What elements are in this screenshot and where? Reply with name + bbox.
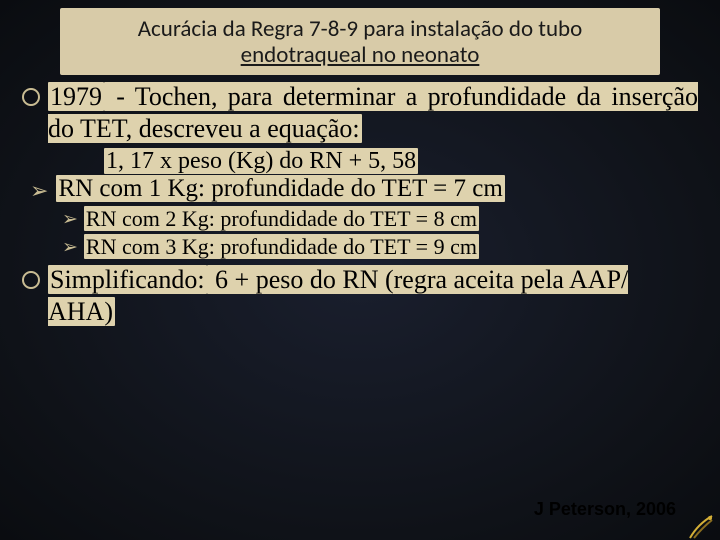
bullet-2-text: Simplificando: 6 + peso do RN (regra ace… — [48, 264, 698, 329]
slide-title: Acurácia da Regra 7-8-9 para instalação … — [80, 16, 640, 69]
equation-value: 1, 17 x peso (Kg) do RN + 5, 58 — [104, 148, 418, 174]
sub1-value: RN com 1 Kg: profundidade do TET = 7 cm — [56, 175, 504, 202]
bullet-1-row: 1979 - Tochen, para determinar a profund… — [22, 81, 698, 146]
corner-decoration-icon — [688, 514, 714, 540]
bullet-1-rest: - Tochen, para determinar a profundidade… — [48, 82, 698, 144]
equation-text: 1, 17 x peso (Kg) do RN + 5, 58 — [104, 148, 698, 175]
ring-bullet-icon — [22, 271, 40, 289]
bullet-2-lead: Simplificando: — [48, 265, 207, 294]
sub2b-value: RN com 3 Kg: profundidade do TET = 9 cm — [84, 234, 479, 259]
title-line1: Acurácia da Regra 7-8-9 para instalação … — [138, 15, 583, 43]
arrow-icon: ➢ — [62, 208, 78, 231]
sub-bullet-1: ➢ RN com 1 Kg: profundidade do TET = 7 c… — [30, 175, 698, 204]
sub-bullet-2a: ➢ RN com 2 Kg: profundidade do TET = 8 c… — [62, 206, 698, 232]
citation-text: J Peterson, 2006 — [534, 499, 676, 520]
bullet-2-row: Simplificando: 6 + peso do RN (regra ace… — [22, 264, 698, 329]
title-box: Acurácia da Regra 7-8-9 para instalação … — [60, 8, 660, 75]
sub-bullet-1-text: RN com 1 Kg: profundidade do TET = 7 cm — [56, 175, 504, 203]
arrow-icon: ➢ — [30, 178, 48, 204]
title-line2: endotraqueal no neonato — [241, 41, 480, 69]
sub-bullet-2a-text: RN com 2 Kg: profundidade do TET = 8 cm — [84, 206, 479, 232]
arrow-icon: ➢ — [62, 236, 78, 259]
sub-bullet-2b-text: RN com 3 Kg: profundidade do TET = 9 cm — [84, 234, 479, 260]
content-area: 1979 - Tochen, para determinar a profund… — [0, 75, 720, 329]
ring-bullet-icon — [22, 88, 40, 106]
sub-bullet-2b: ➢ RN com 3 Kg: profundidade do TET = 9 c… — [62, 234, 698, 260]
sub2a-value: RN com 2 Kg: profundidade do TET = 8 cm — [84, 206, 479, 231]
bullet-1-text: 1979 - Tochen, para determinar a profund… — [48, 81, 698, 146]
bullet-1-lead: 1979 — [48, 82, 104, 111]
